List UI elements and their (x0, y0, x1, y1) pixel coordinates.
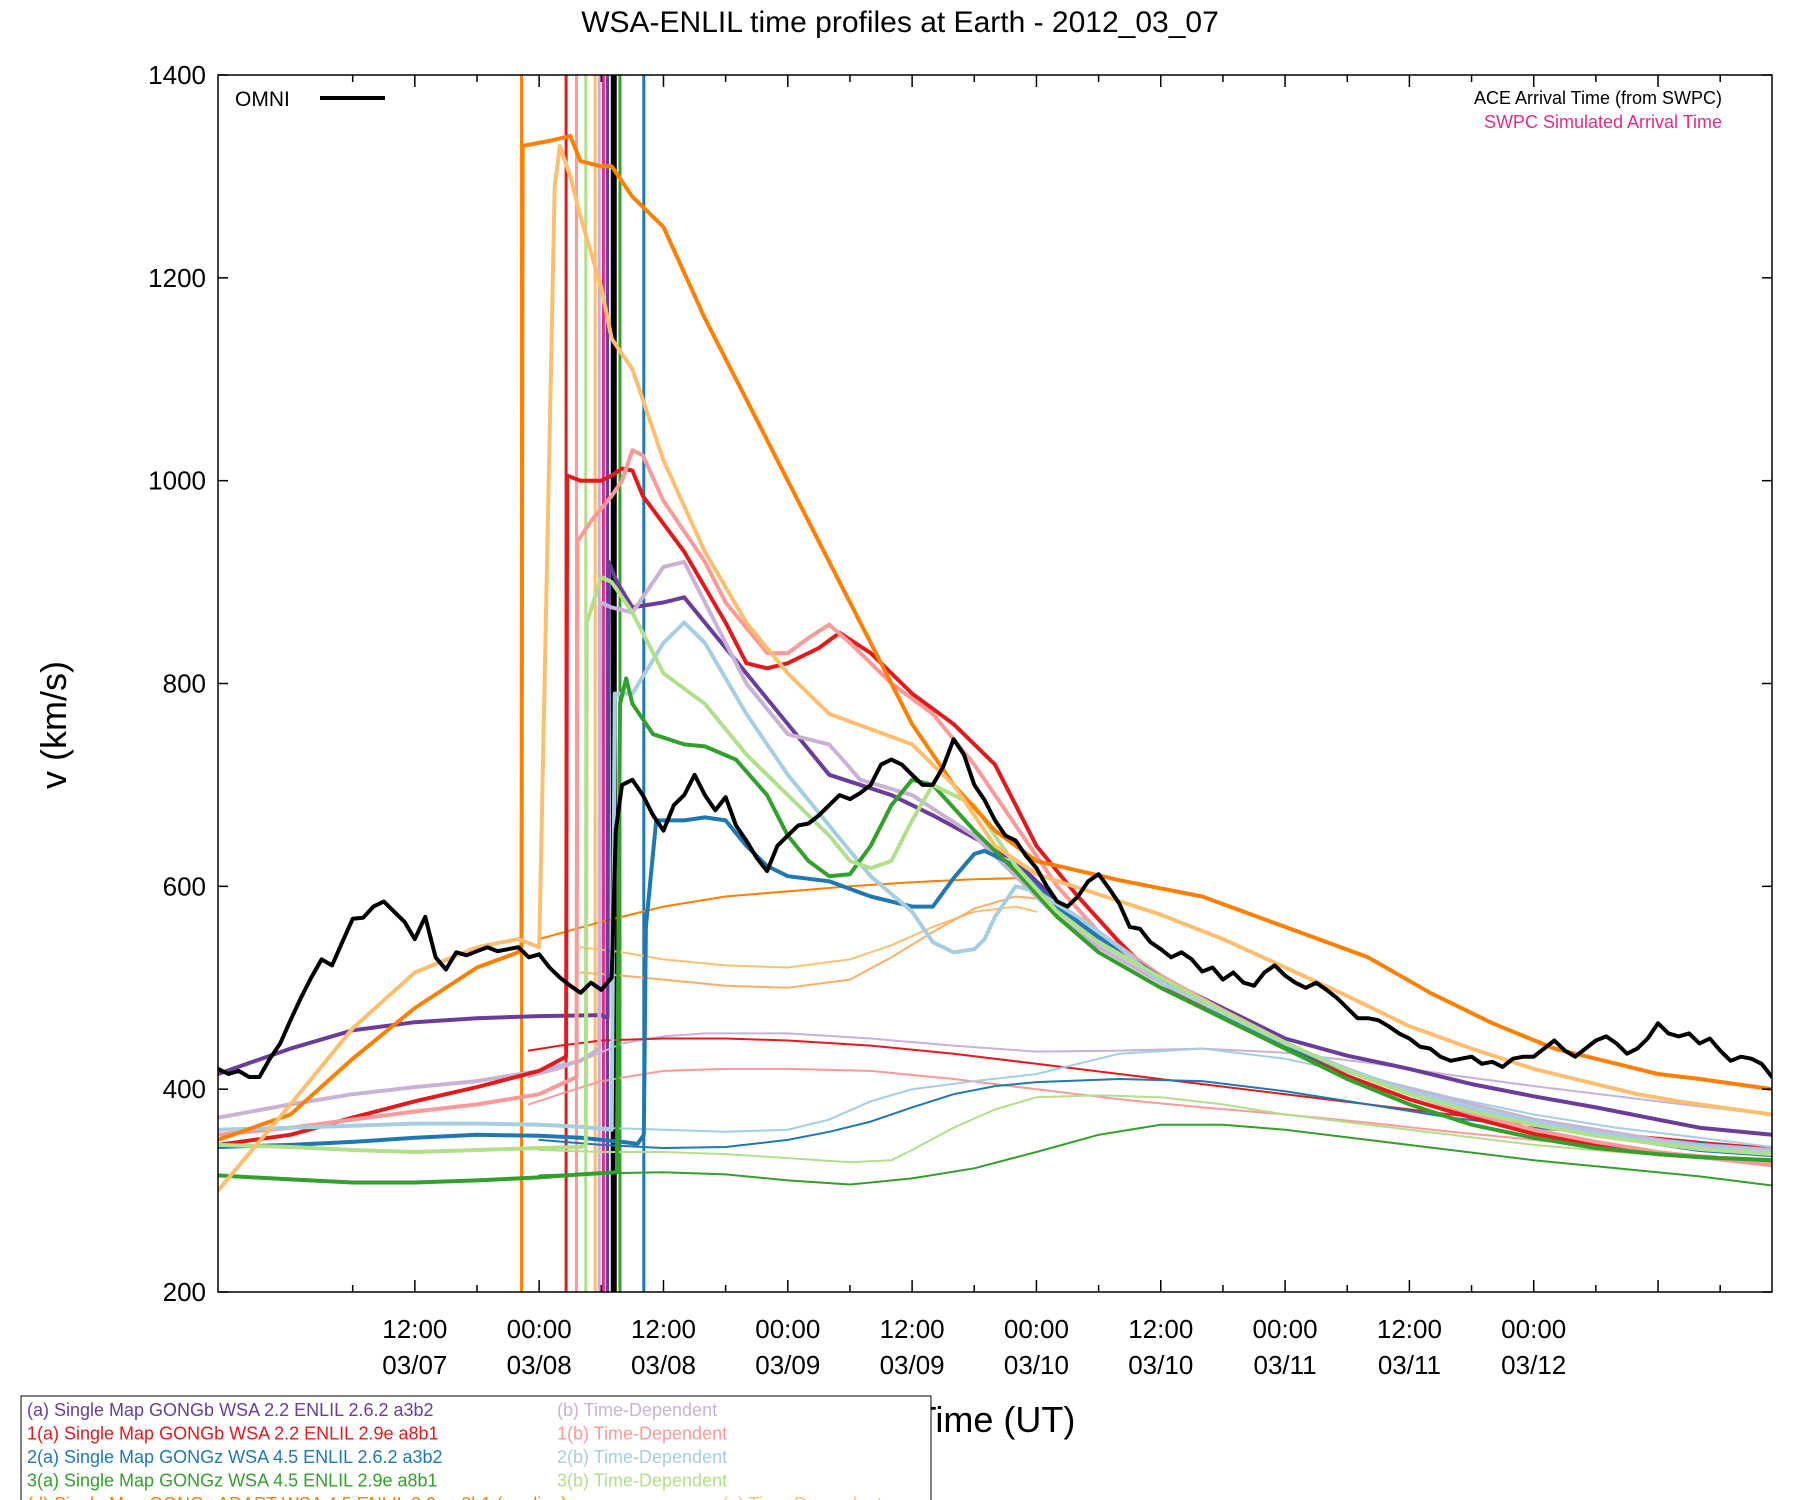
x-tick-date: 03/10 (1128, 1350, 1193, 1380)
x-tick-date: 03/09 (755, 1350, 820, 1380)
x-tick-time: 12:00 (1128, 1314, 1193, 1344)
legend-box (20, 1395, 932, 1500)
x-tick-date: 03/11 (1378, 1350, 1441, 1380)
legend-model-label: (d) Single Map GONGz ADAPT WSA 4.5 ENLIL… (27, 1494, 567, 1500)
chart-title: WSA-ENLIL time profiles at Earth - 2012_… (581, 6, 1219, 39)
series-lines (218, 133, 1772, 1193)
legend-swpc-label: SWPC Simulated Arrival Time (1484, 112, 1722, 132)
legend-omni-label: OMNI (235, 88, 290, 111)
x-tick-time: 00:00 (507, 1314, 572, 1344)
legend-arrivals: ACE Arrival Time (from SWPC) SWPC Simula… (1474, 88, 1722, 132)
legend-model-label: (a) Single Map GONGb WSA 2.2 ENLIL 2.6.2… (27, 1400, 434, 1420)
legend-model-label: 2(a) Single Map GONGz WSA 4.5 ENLIL 2.6.… (27, 1447, 443, 1467)
series-line-d-single-map-gongz-adapt-wsa-4-5-enlil-2-9e-a8b1-median (218, 133, 1772, 1142)
y-tick-label: 1000 (148, 466, 206, 496)
x-tick-date: 03/12 (1501, 1350, 1566, 1380)
y-axis: 200 400 600 800 1000 1200 1400 (148, 60, 1772, 1307)
x-tick-date: 03/08 (507, 1350, 572, 1380)
x-axis-label: Time (UT) (915, 1399, 1076, 1440)
y-axis-label: v (km/s) (33, 661, 74, 789)
x-tick-time: 12:00 (1377, 1314, 1442, 1344)
y-tick-label: 800 (163, 669, 206, 699)
series-line-2-b-thin (538, 1047, 1772, 1148)
series-line-e-thin (579, 905, 1038, 969)
x-tick-date: 03/09 (880, 1350, 945, 1380)
x-tick-date: 03/11 (1254, 1350, 1317, 1380)
x-tick-date: 03/10 (1004, 1350, 1069, 1380)
x-tick-time: 00:00 (1501, 1314, 1566, 1344)
y-tick-label: 200 (163, 1277, 206, 1307)
series-line-e-time-dependent (218, 144, 1772, 1193)
legend-ace-label: ACE Arrival Time (from SWPC) (1474, 88, 1722, 108)
series-line-b-time-dependent-thin (527, 1032, 1772, 1116)
series-line-3-b-thin (538, 1094, 1772, 1166)
x-tick-date: 03/07 (382, 1350, 447, 1380)
legend-model-label: 3(a) Single Map GONGz WSA 4.5 ENLIL 2.9e… (27, 1471, 438, 1491)
y-tick-label: 600 (163, 871, 206, 901)
x-tick-time: 12:00 (382, 1314, 447, 1344)
legend-td-label: 1(b) Time-Dependent (557, 1424, 727, 1444)
legend-td-label: 2(b) Time-Dependent (557, 1447, 727, 1467)
series-line-d-thin (538, 877, 1038, 941)
x-tick-time: 00:00 (755, 1314, 820, 1344)
series-line-a-single-map-gongb-wsa-2-2-enlil-2-6-2-a3b2 (218, 559, 1772, 1137)
series-line-3-a-thin (538, 1123, 1772, 1187)
x-tick-time: 00:00 (1004, 1314, 1069, 1344)
series-line-1-a-single-map-gongb-wsa-2-2-enlil-2-9e-a8b1 (218, 466, 1772, 1163)
series-line-omni (218, 737, 1772, 1079)
x-tick-time: 12:00 (631, 1314, 696, 1344)
series-line-3-a-single-map-gongz-wsa-4-5-enlil-2-9e-a8b1 (218, 676, 1772, 1185)
y-tick-label: 1400 (148, 60, 206, 90)
legend-models: (a) Single Map GONGb WSA 2.2 ENLIL 2.6.2… (20, 1395, 932, 1500)
x-axis: 12:00 03/07 00:00 03/08 12:00 03/08 00:00 03/09… (351, 75, 1721, 1380)
series-line-b-time-dependent (218, 559, 1772, 1152)
legend-td-label: 3(b) Time-Dependent (557, 1471, 727, 1491)
series-line-e-thin-orange (579, 895, 1038, 989)
legend-td-label: (e) Time-Dependent (722, 1494, 882, 1500)
x-tick-time: 00:00 (1253, 1314, 1318, 1344)
series-line-2-b-time-dependent (218, 620, 1772, 1154)
legend-td-label: (b) Time-Dependent (557, 1400, 717, 1420)
legend-omni: OMNI (235, 88, 385, 111)
x-tick-date: 03/08 (631, 1350, 696, 1380)
y-tick-label: 400 (163, 1074, 206, 1104)
legend-model-label: 1(a) Single Map GONGb WSA 2.2 ENLIL 2.9e… (27, 1424, 439, 1444)
series-line-3-b-time-dependent (218, 575, 1772, 1157)
y-tick-label: 1200 (148, 263, 206, 293)
x-tick-time: 12:00 (880, 1314, 945, 1344)
